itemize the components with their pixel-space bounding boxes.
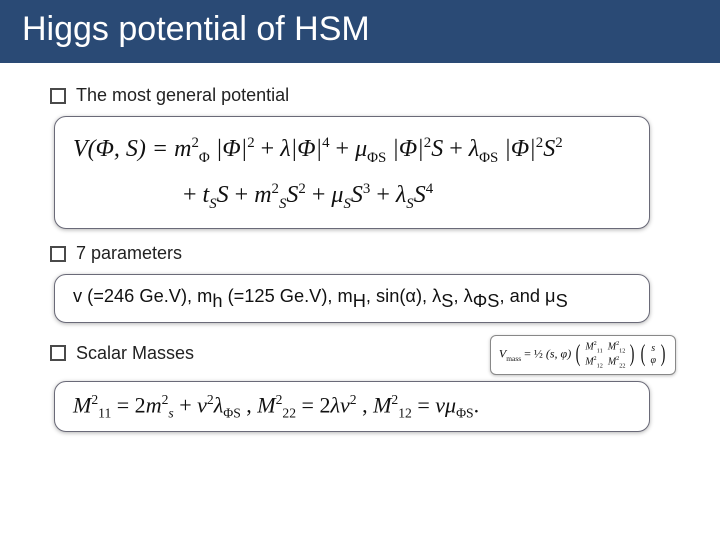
mass-matrix-inset: Vmass = ½ (s, φ) ( M211 M212 M212 M222 )… [490, 335, 676, 375]
slide-title: Higgs potential of HSM [22, 10, 698, 49]
mass-matrix-line: Vmass = ½ (s, φ) ( M211 M212 M212 M222 )… [499, 340, 667, 370]
slide-body: The most general potential V(Φ, S) = m2Φ… [0, 63, 720, 432]
title-bar: Higgs potential of HSM [0, 0, 720, 63]
equation-line-2: + tSS + m2SS2 + μSS3 + λSS4 [73, 173, 631, 219]
bullet-parameters: 7 parameters [50, 243, 680, 264]
bullet-scalar-masses: Scalar Masses [50, 343, 194, 364]
bullet-text: The most general potential [76, 85, 289, 106]
bullet-square-icon [50, 88, 66, 104]
paren-right-icon: ) [661, 342, 666, 366]
equation-box-masses: M211 = 2m2s + v2λΦS , M222 = 2λv2 , M212… [54, 381, 650, 433]
equation-line-1: V(Φ, S) = m2Φ |Φ|2 + λ|Φ|4 + μΦS |Φ|2S +… [73, 127, 631, 173]
column-vector: s φ [650, 343, 656, 367]
paren-left-icon: ( [576, 342, 581, 366]
matrix-2x2: M211 M212 M212 M222 [585, 340, 625, 370]
mass-elements-line: M211 = 2m2s + v2λΦS , M222 = 2λv2 , M212… [73, 392, 631, 422]
bullet-square-icon [50, 246, 66, 262]
bullet-square-icon [50, 345, 66, 361]
bullet-text: 7 parameters [76, 243, 182, 264]
bullet-text: Scalar Masses [76, 343, 194, 364]
parameters-line: v (=246 Ge.V), mh (=125 Ge.V), mH, sin(α… [73, 285, 631, 312]
equation-box-potential: V(Φ, S) = m2Φ |Φ|2 + λ|Φ|4 + μΦS |Φ|2S +… [54, 116, 650, 229]
bullet-general-potential: The most general potential [50, 85, 680, 106]
paren-left-icon: ( [641, 342, 646, 366]
equation-box-parameters: v (=246 Ge.V), mh (=125 Ge.V), mH, sin(α… [54, 274, 650, 323]
paren-right-icon: ) [630, 342, 635, 366]
slide-root: Higgs potential of HSM The most general … [0, 0, 720, 540]
scalar-masses-row: Scalar Masses Vmass = ½ (s, φ) ( M211 M2… [50, 337, 680, 375]
